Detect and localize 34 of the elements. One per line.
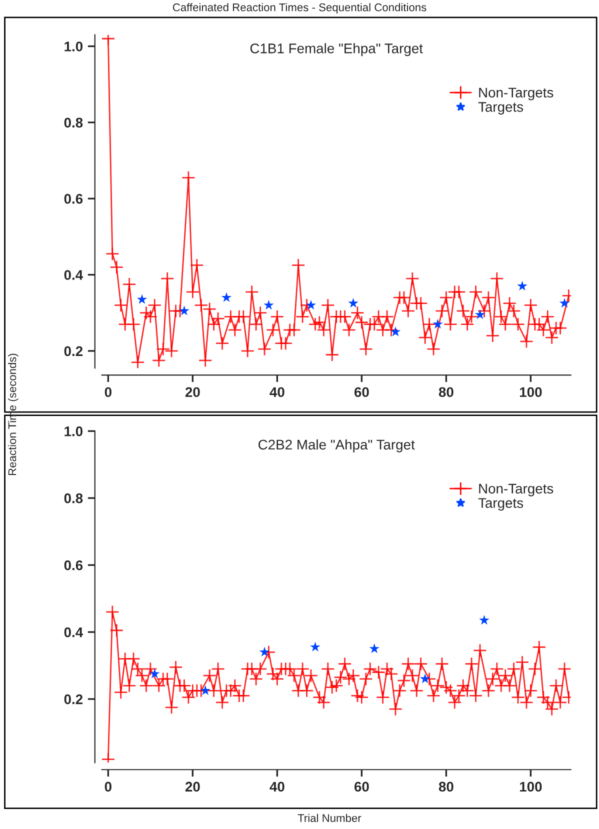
- x-tick-label: 20: [185, 387, 200, 398]
- text: C2B2 Male "Ahpa" Target: [258, 439, 415, 452]
- y-tick-label: 0.8: [64, 118, 83, 128]
- y-tick-label: 1.0: [64, 426, 83, 436]
- y-tick-label: 0.4: [64, 627, 84, 638]
- y-tick-label: 0.2: [64, 694, 83, 704]
- text: Caffeinated Reaction Times - Sequential Conditions: [172, 3, 426, 14]
- y-tick-label: 0.4: [64, 270, 84, 280]
- x-tick-label: 80: [438, 387, 454, 398]
- x-tick-label: 0: [104, 387, 112, 398]
- y-tick-label: 0.6: [64, 560, 83, 570]
- y-tick-label: 0.6: [64, 194, 83, 204]
- x-tick-label: 0: [104, 782, 112, 792]
- y-tick-label: 0.8: [64, 493, 83, 504]
- point: [369, 643, 380, 654]
- x-axis-title: Trial Number: [298, 814, 362, 822]
- point: [200, 685, 210, 696]
- x-tick-label: 100: [520, 387, 542, 398]
- x-tick-label: 80: [438, 782, 454, 792]
- point: [310, 642, 320, 652]
- x-tick-label: 20: [185, 782, 200, 792]
- x-tick-label: 100: [520, 782, 542, 792]
- legend-label: Non-Targets: [479, 484, 554, 496]
- point: [420, 674, 430, 684]
- point: [150, 668, 160, 678]
- point: [479, 614, 490, 625]
- x-tick-label: 40: [270, 387, 284, 398]
- point: [259, 646, 270, 656]
- y-tick-label: 0.2: [64, 346, 83, 356]
- x-tick-label: 40: [270, 782, 284, 792]
- legend-label: Targets: [478, 498, 524, 511]
- x-tick-label: 60: [354, 387, 369, 398]
- x-tick-label: 60: [354, 782, 369, 792]
- y-tick-label: 1.0: [64, 42, 83, 52]
